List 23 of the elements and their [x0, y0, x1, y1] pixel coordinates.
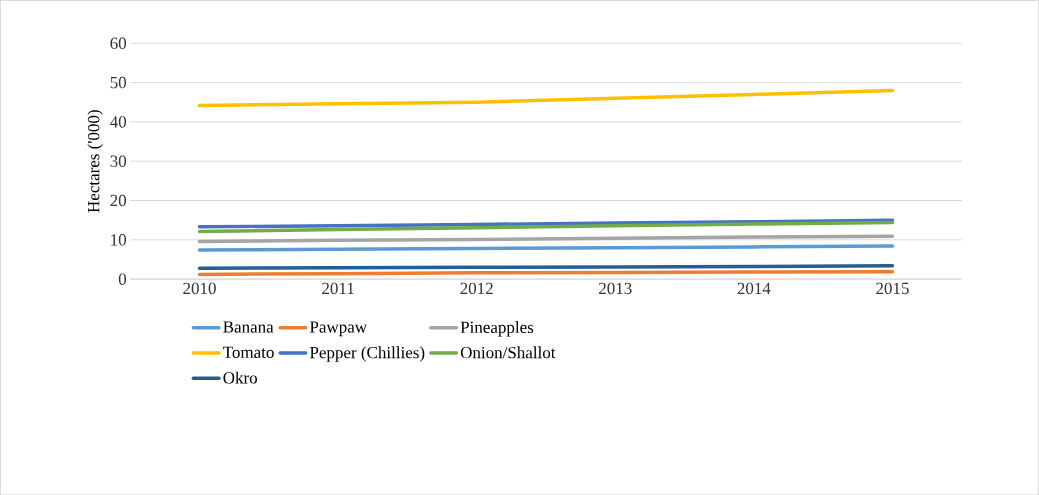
legend-label: Tomato: [223, 346, 274, 358]
y-tick-label: 0: [118, 273, 127, 285]
legend-label: Pawpaw: [309, 321, 367, 336]
legend-label: Onion/Shallot: [460, 346, 556, 359]
y-tick-label: 20: [110, 194, 127, 207]
y-tick-label: 40: [110, 116, 127, 128]
y-tick-label: 30: [110, 155, 127, 167]
line-series: [197, 88, 895, 107]
x-tick-label: 2011: [322, 282, 354, 294]
legend-label: Pepper (Chillies): [309, 346, 425, 362]
legend-label: Okro: [223, 371, 257, 384]
x-tick-label: 2012: [460, 282, 493, 294]
legend-label: Banana: [223, 321, 274, 333]
y-tick-label: 10: [111, 233, 127, 246]
legend-label: Pineapples: [460, 320, 534, 337]
y-tick-label: 60: [110, 37, 127, 49]
x-tick-label: 2015: [876, 282, 909, 294]
y-axis-title: Hectares ('000): [87, 110, 103, 213]
x-tick-label: 2013: [599, 282, 632, 294]
x-tick-label: 2014: [737, 282, 771, 294]
y-tick-label: 50: [110, 76, 127, 89]
line-series: [197, 220, 895, 234]
x-tick-label: 2010: [183, 282, 216, 294]
